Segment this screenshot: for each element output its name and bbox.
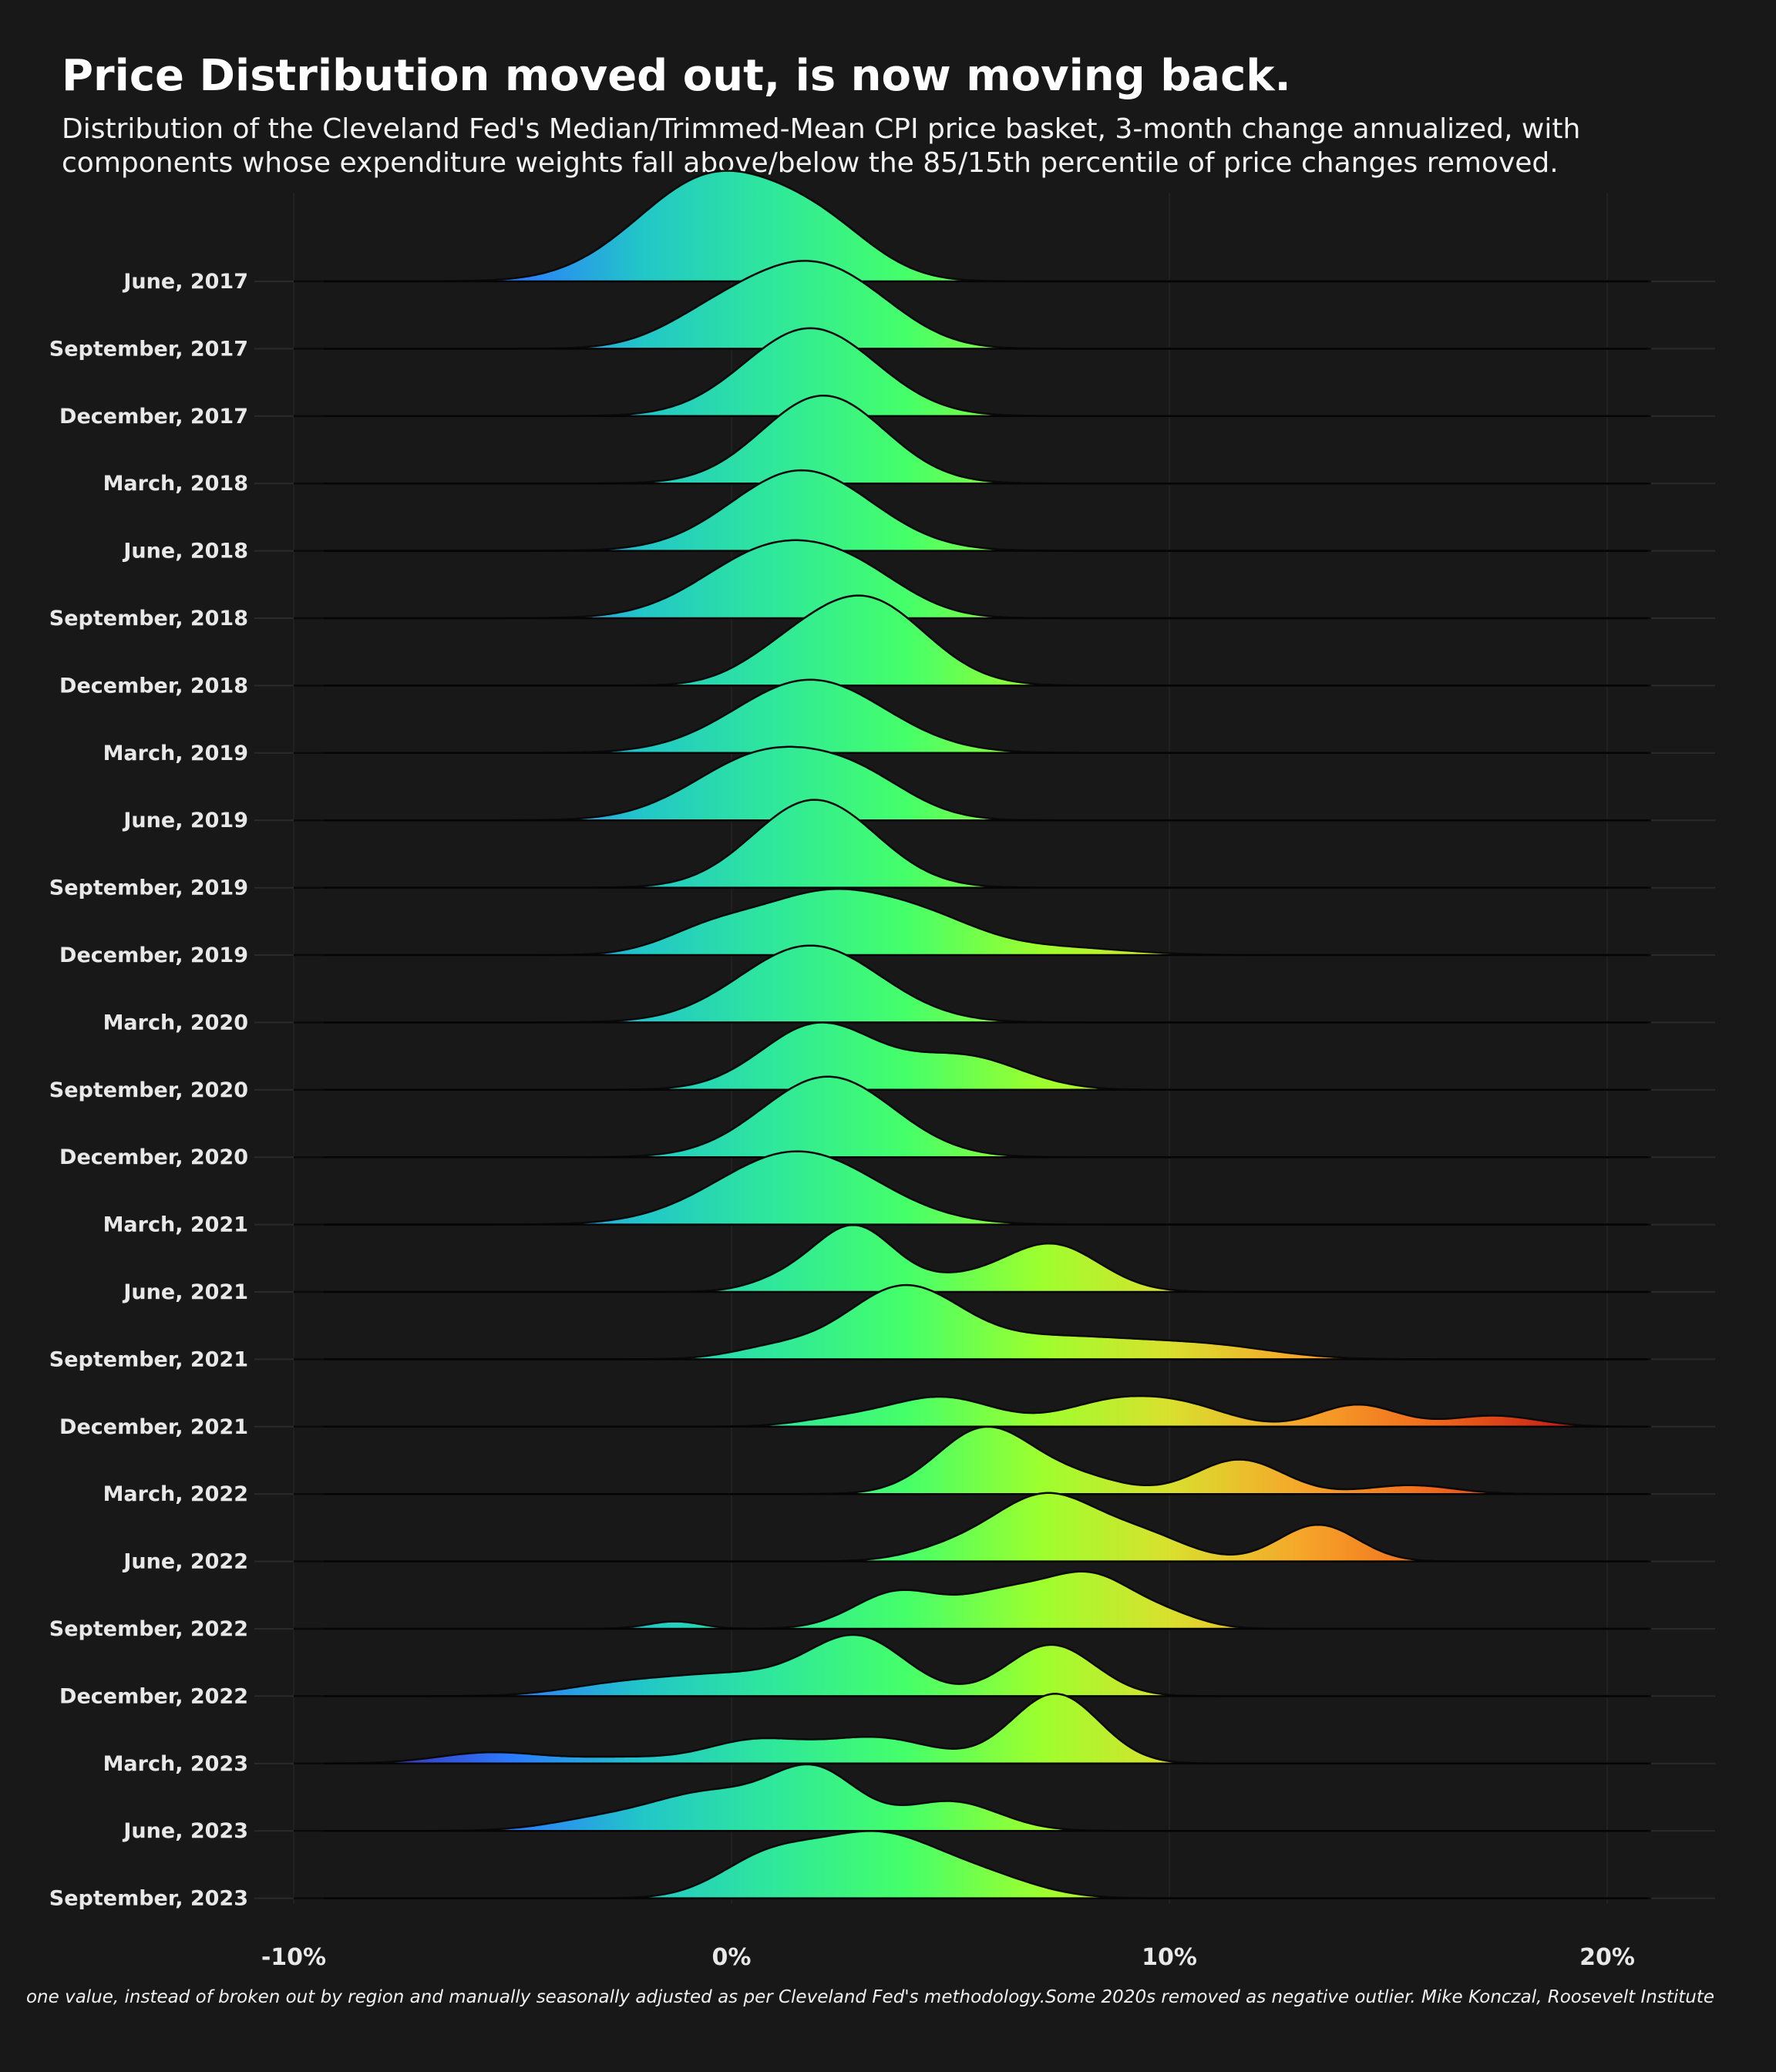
ridge-area	[294, 1634, 1651, 1697]
row-label: June, 2019	[122, 809, 248, 832]
ridge-outline	[294, 799, 1651, 889]
ridge-area	[294, 595, 1651, 686]
ridge-area	[294, 1571, 1651, 1629]
ridge-area	[294, 1492, 1651, 1562]
ridges	[294, 170, 1651, 1899]
x-tick-label: 0%	[712, 1944, 752, 1971]
ridge-area	[294, 261, 1651, 349]
row-label: March, 2019	[103, 742, 248, 765]
row-label: December, 2021	[59, 1415, 248, 1439]
ridge-area	[294, 945, 1651, 1023]
row-label: September, 2017	[49, 337, 248, 361]
ridge-area	[294, 1396, 1651, 1427]
row-label: June, 2022	[122, 1550, 248, 1574]
ridge-outline	[294, 678, 1651, 755]
ridge-area	[294, 170, 1651, 281]
ridge-outline	[294, 394, 1651, 485]
ridge-area	[294, 395, 1651, 484]
ridge-outline	[294, 260, 1651, 350]
row-label: September, 2018	[49, 607, 248, 631]
row-label: June, 2023	[122, 1819, 248, 1843]
ridge-area	[294, 799, 1651, 888]
row-label: June, 2021	[122, 1280, 248, 1304]
chart-title: Price Distribution moved out, is now mov…	[62, 51, 1291, 101]
ridge-outline	[294, 327, 1651, 418]
row-label: December, 2022	[59, 1684, 248, 1708]
row-label: September, 2023	[49, 1887, 248, 1911]
chart-subtitle: Distribution of the Cleveland Fed's Medi…	[62, 113, 1581, 179]
ridge-outline	[294, 170, 1651, 283]
row-label: March, 2023	[103, 1752, 248, 1776]
row-label: March, 2018	[103, 472, 248, 496]
ridge-area	[294, 1831, 1651, 1899]
row-label: December, 2018	[59, 674, 248, 698]
ridge-area	[294, 1694, 1651, 1764]
row-label: September, 2020	[49, 1078, 248, 1102]
row-label: September, 2021	[49, 1347, 248, 1371]
ridge-area	[294, 1285, 1651, 1360]
row-label: March, 2022	[103, 1482, 248, 1506]
x-tick-label: 20%	[1579, 1944, 1635, 1971]
ridge-area	[294, 540, 1651, 618]
ridge-outline	[294, 944, 1651, 1024]
ridge-area	[294, 746, 1651, 821]
row-label: December, 2019	[59, 944, 248, 967]
ridge-area	[294, 1426, 1651, 1495]
ridge-outline	[294, 539, 1651, 620]
x-tick-label: 10%	[1142, 1944, 1197, 1971]
x-tick-label: -10%	[261, 1944, 326, 1971]
ridge-area	[294, 1225, 1651, 1292]
gridlines	[254, 193, 1715, 1904]
ridge-area	[294, 1151, 1651, 1225]
ridge-outline	[294, 1150, 1651, 1226]
ridge-area	[294, 1764, 1651, 1832]
ridge-area	[294, 889, 1651, 955]
x-axis: -10% 0% 10% 20%	[261, 1944, 1635, 1971]
row-label: March, 2020	[103, 1011, 248, 1034]
source-caption: one value, instead of broken out by regi…	[25, 1987, 1714, 2007]
ridge-area	[294, 328, 1651, 416]
ridge-area	[294, 679, 1651, 753]
ridge-outline	[294, 745, 1651, 822]
row-label: September, 2019	[49, 876, 248, 900]
row-label: December, 2020	[59, 1145, 248, 1169]
row-label: September, 2022	[49, 1617, 248, 1641]
row-label: March, 2021	[103, 1213, 248, 1237]
row-label: December, 2017	[59, 405, 248, 429]
row-label: June, 2018	[122, 540, 248, 563]
y-axis-labels: June, 2017 September, 2017 December, 2017 M…	[49, 270, 248, 1911]
row-label: June, 2017	[122, 270, 248, 294]
